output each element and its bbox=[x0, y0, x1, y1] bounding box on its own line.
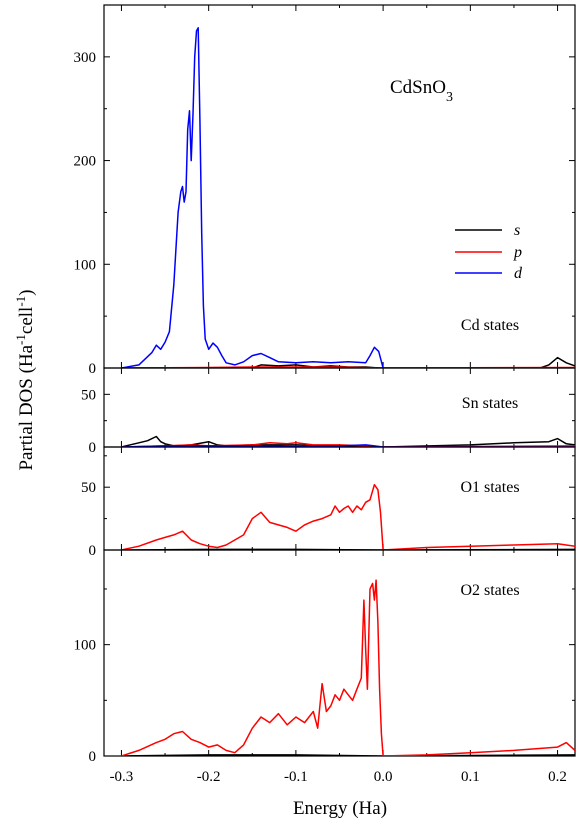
y-tick-label: 50 bbox=[81, 387, 96, 403]
y-tick-label: 0 bbox=[89, 440, 97, 456]
panel-label: O1 states bbox=[460, 479, 519, 496]
x-tick-label: -0.1 bbox=[284, 769, 308, 785]
legend-label-s: s bbox=[514, 222, 520, 239]
panel-o1-states: 0 50 O1 states bbox=[81, 446, 576, 559]
y-tick-label: 100 bbox=[74, 257, 97, 273]
x-tick-label: 0.2 bbox=[548, 769, 567, 785]
legend-label-d: d bbox=[514, 265, 523, 282]
panel-frame bbox=[103, 4, 576, 369]
series-s-o2-states bbox=[121, 754, 575, 756]
x-tick-label: 0.1 bbox=[461, 769, 480, 785]
y-tick-label: 50 bbox=[81, 480, 96, 496]
x-tick-label: -0.2 bbox=[197, 769, 221, 785]
panel-label: O2 states bbox=[460, 582, 519, 599]
panel-frame bbox=[103, 549, 576, 757]
x-tick-label: 0.0 bbox=[374, 769, 393, 785]
panel-label: Sn states bbox=[462, 395, 518, 412]
chart-title: CdSnO3 bbox=[390, 77, 453, 105]
series-d-cd-states bbox=[121, 27, 384, 368]
x-tick-label: -0.3 bbox=[110, 769, 134, 785]
legend-label-p: p bbox=[513, 244, 522, 261]
series-p-o1-states bbox=[121, 483, 575, 550]
panel-label: Cd states bbox=[461, 317, 519, 334]
y-tick-label: 300 bbox=[74, 50, 97, 66]
x-tick-labels: -0.3 -0.2 -0.1 0.0 0.1 0.2 bbox=[110, 769, 567, 785]
legend: spd bbox=[455, 222, 523, 282]
series-p-sn-states bbox=[121, 442, 575, 447]
panel-o2-states: 0 100 O2 states bbox=[74, 549, 576, 765]
y-tick-label: 200 bbox=[74, 154, 97, 170]
series-s-cd-states bbox=[121, 356, 575, 368]
panel-sn-states: 0 50 Sn states bbox=[81, 367, 576, 456]
x-axis-label: Energy (Ha) bbox=[293, 798, 387, 819]
y-tick-label: 100 bbox=[74, 638, 97, 654]
y-tick-label: 0 bbox=[89, 749, 97, 765]
y-tick-label: 0 bbox=[89, 361, 97, 377]
panel-cd-states: 0 100 200 300 Cd states bbox=[74, 4, 576, 377]
series-p-o2-states bbox=[121, 579, 575, 756]
y-tick-label: 0 bbox=[89, 543, 97, 559]
y-axis-label: Partial DOS (Ha-1cell-1) bbox=[13, 289, 38, 470]
